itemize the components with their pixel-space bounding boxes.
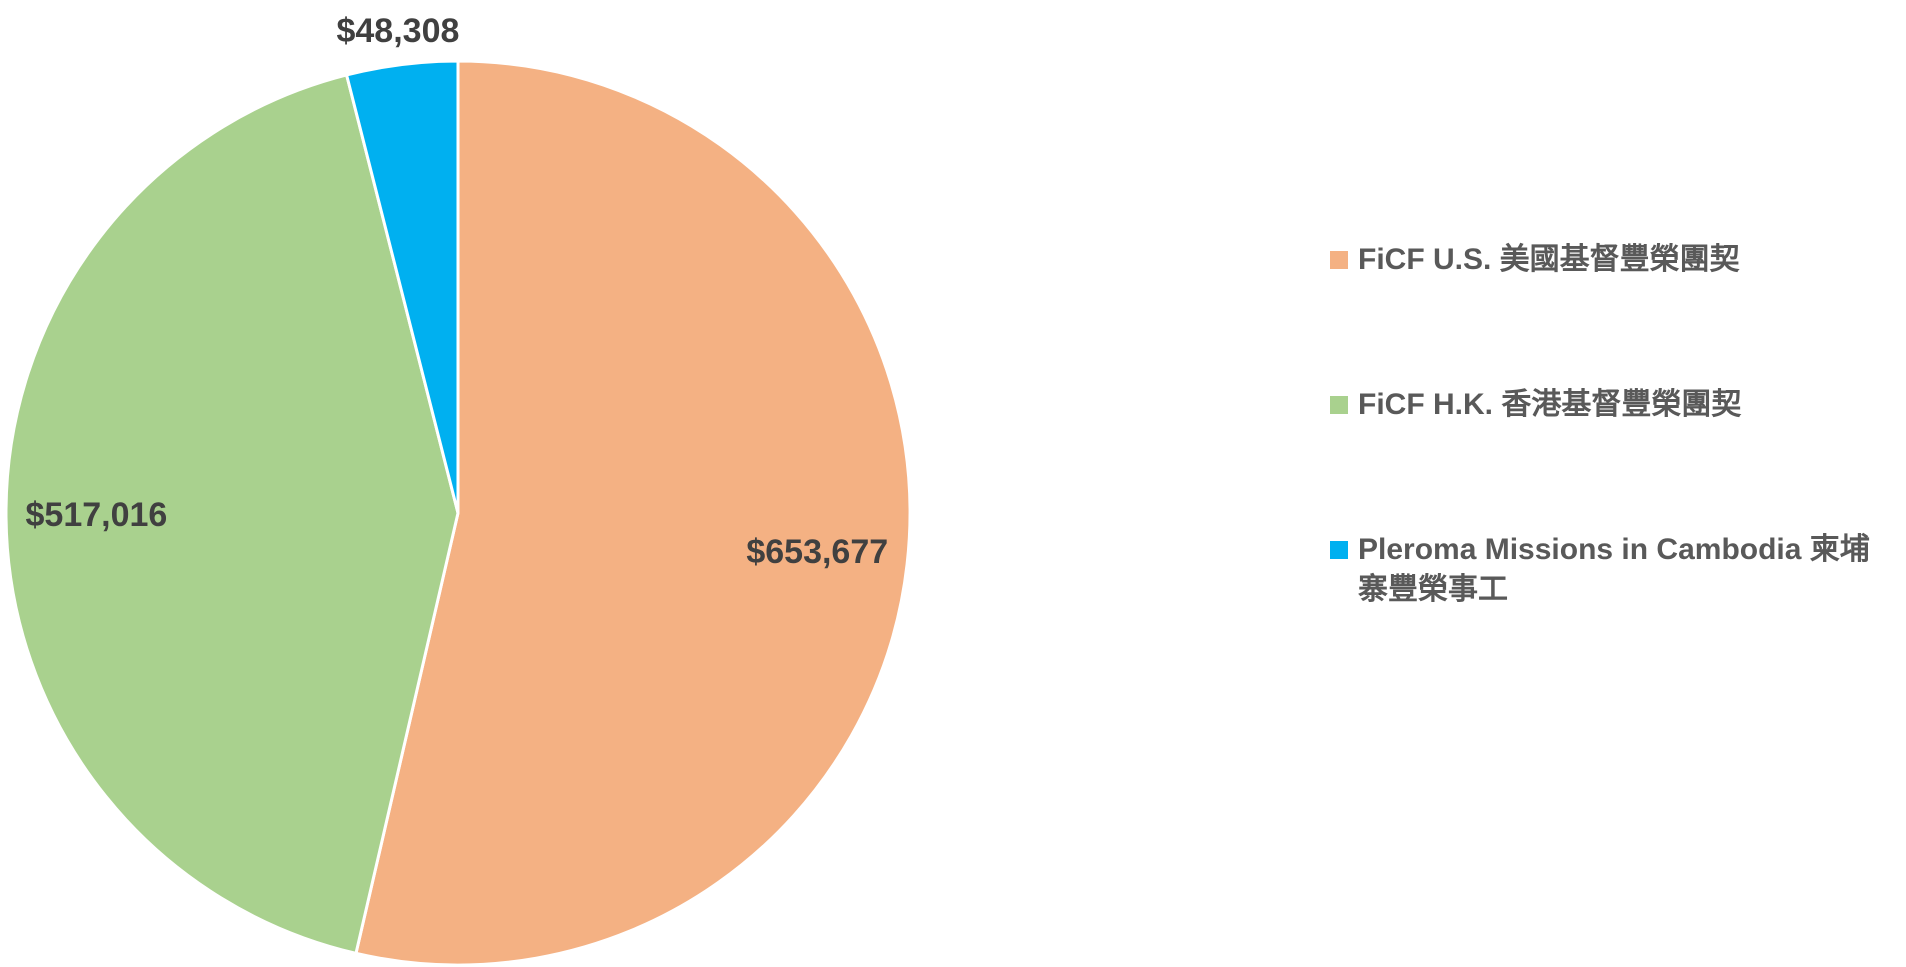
legend-swatch bbox=[1330, 541, 1348, 559]
data-label: $517,016 bbox=[26, 496, 168, 534]
legend-item: Pleroma Missions in Cambodia 柬埔寨豐榮事工 bbox=[1330, 530, 1890, 610]
pie-slice bbox=[344, 59, 460, 514]
legend-label: FiCF H.K. 香港基督豐榮團契 bbox=[1358, 388, 1742, 421]
pie-slice bbox=[354, 59, 912, 967]
legend: FiCF U.S. 美國基督豐榮團契 FiCF H.K. 香港基督豐榮團契 Pler… bbox=[1330, 240, 1890, 715]
legend-swatch bbox=[1330, 251, 1348, 269]
legend-item: FiCF H.K. 香港基督豐榮團契 bbox=[1330, 385, 1890, 425]
legend-label: Pleroma Missions in Cambodia 柬埔寨豐榮事工 bbox=[1358, 533, 1870, 606]
pie-slice bbox=[4, 73, 460, 956]
legend-label: FiCF U.S. 美國基督豐榮團契 bbox=[1358, 243, 1740, 276]
data-label: $48,308 bbox=[336, 12, 459, 50]
legend-swatch bbox=[1330, 396, 1348, 414]
data-label: $653,677 bbox=[746, 533, 888, 571]
legend-item: FiCF U.S. 美國基督豐榮團契 bbox=[1330, 240, 1890, 280]
